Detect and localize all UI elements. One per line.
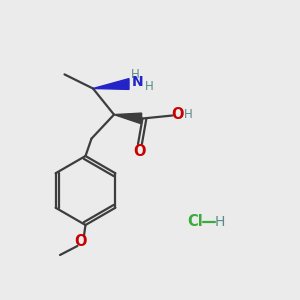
Text: N: N [132,75,144,89]
Text: H: H [184,108,193,121]
Text: Cl: Cl [187,214,203,230]
Text: O: O [134,144,146,159]
Polygon shape [114,113,142,124]
Text: H: H [214,215,225,229]
Text: H: H [145,80,154,94]
Text: O: O [75,234,87,249]
Polygon shape [93,79,129,89]
Text: H: H [130,68,140,81]
Text: O: O [172,107,184,122]
